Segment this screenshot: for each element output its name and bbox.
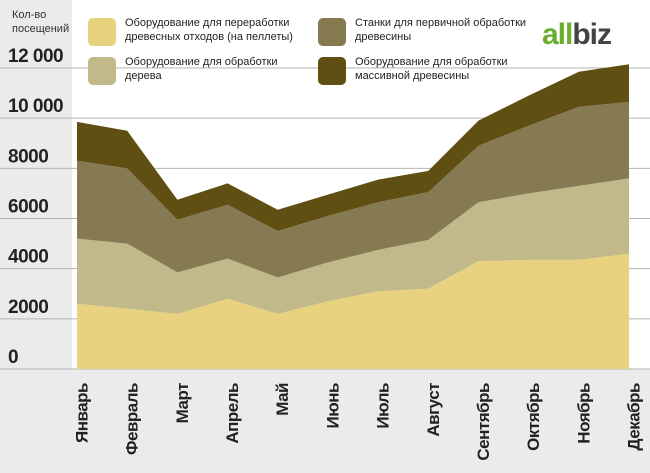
y-tick-label: 4000 bbox=[8, 247, 48, 268]
y-axis-label: Кол-во посещений bbox=[12, 9, 70, 35]
legend-label: Оборудование для переработки древесных о… bbox=[125, 17, 293, 43]
y-tick-label: 6000 bbox=[8, 197, 48, 218]
y-tick-label: 10 000 bbox=[8, 96, 63, 117]
area bbox=[77, 253, 629, 369]
x-tick-label: Август bbox=[424, 383, 443, 437]
legend-swatch bbox=[88, 57, 116, 85]
logo-part: all bbox=[542, 18, 573, 51]
x-tick-label: Февраль bbox=[123, 383, 142, 455]
legend-label: Оборудование для обработки массивной дре… bbox=[355, 56, 508, 82]
area bbox=[77, 178, 629, 314]
y-tick-label: 12 000 bbox=[8, 46, 63, 67]
legend-label: Станки для первичной обработки древесины bbox=[355, 17, 527, 43]
x-tick-label: Ноябрь bbox=[574, 383, 593, 444]
y-tick-label: 8000 bbox=[8, 146, 48, 167]
area bbox=[77, 64, 629, 232]
logo-part: biz bbox=[572, 18, 612, 51]
x-tick-label: Май bbox=[273, 383, 292, 416]
legend-swatch bbox=[318, 18, 346, 46]
legend-swatch bbox=[88, 18, 116, 46]
x-tick-label: Декабрь bbox=[624, 383, 643, 451]
x-tick-label: Январь bbox=[72, 383, 91, 443]
logo: allbiz bbox=[542, 18, 612, 52]
y-tick-label: 2000 bbox=[8, 297, 48, 318]
x-tick-label: Июнь bbox=[323, 383, 342, 429]
x-tick-label: Апрель bbox=[223, 383, 242, 444]
x-tick-label: Март bbox=[173, 383, 192, 423]
legend-label: Оборудование для обработки дерева bbox=[125, 56, 278, 82]
x-tick-label: Октябрь bbox=[524, 383, 543, 451]
x-tick-label: Июль bbox=[374, 383, 393, 429]
area bbox=[77, 101, 629, 278]
legend-swatch bbox=[318, 57, 346, 85]
x-tick-label: Сентябрь bbox=[474, 383, 493, 461]
y-tick-label: 0 bbox=[8, 347, 18, 368]
